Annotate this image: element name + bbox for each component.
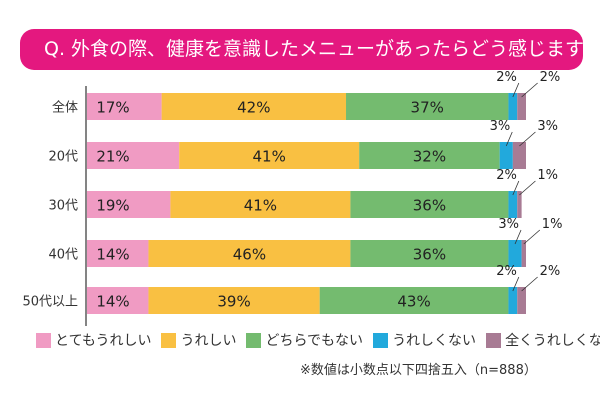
leader-line bbox=[512, 82, 520, 98]
bar-segment bbox=[87, 191, 171, 218]
data-label-small: 1% bbox=[542, 217, 563, 232]
data-label: 41% bbox=[253, 148, 286, 166]
legend-item: どちらでもない bbox=[246, 330, 363, 350]
data-label-small: 2% bbox=[496, 264, 517, 279]
data-label: 17% bbox=[96, 99, 129, 117]
bar-segment bbox=[148, 287, 320, 314]
data-label-small: 1% bbox=[537, 168, 558, 183]
leader-line bbox=[514, 229, 522, 245]
legend-swatch bbox=[486, 332, 502, 348]
bar-segment bbox=[508, 93, 518, 120]
category-label: 50代以上 bbox=[22, 295, 78, 310]
data-label: 36% bbox=[413, 197, 446, 215]
data-label: 36% bbox=[413, 246, 446, 264]
bar-segment bbox=[87, 287, 149, 314]
data-label-small: 2% bbox=[540, 70, 561, 85]
legend-swatch bbox=[161, 332, 177, 348]
bar-segment bbox=[508, 287, 518, 314]
legend-label: とてもうれしい bbox=[55, 333, 152, 349]
bar-segment bbox=[517, 287, 526, 314]
data-label: 46% bbox=[233, 246, 266, 264]
leader-line bbox=[505, 131, 513, 147]
bar-segment bbox=[346, 93, 509, 120]
data-label-small: 3% bbox=[498, 217, 519, 232]
legend-item: 全くうれしくない bbox=[486, 330, 600, 350]
bar-segment bbox=[179, 142, 360, 169]
data-label: 32% bbox=[413, 148, 446, 166]
legend-label: どちらでもない bbox=[265, 333, 364, 349]
data-label-small: 3% bbox=[537, 119, 558, 134]
leader-line bbox=[512, 276, 520, 292]
data-label: 14% bbox=[96, 246, 129, 264]
leader-line bbox=[521, 276, 538, 292]
bar-segment bbox=[87, 240, 149, 267]
category-label: 30代 bbox=[48, 199, 78, 214]
bar-segment bbox=[508, 240, 522, 267]
bar-segment bbox=[517, 93, 526, 120]
bar-segment bbox=[350, 240, 509, 267]
data-label: 41% bbox=[244, 197, 277, 215]
leader-line bbox=[521, 82, 538, 98]
bar-segment bbox=[359, 142, 500, 169]
data-label: 19% bbox=[96, 197, 129, 215]
data-label: 21% bbox=[96, 148, 129, 166]
footnote: ※数値は小数点以下四捨五入（n=888） bbox=[300, 363, 537, 378]
chart-title: Q. 外食の際、健康を意識したメニューがあったらどう感じますか？ bbox=[20, 29, 600, 70]
data-label: 43% bbox=[397, 293, 430, 311]
legend-item: うれしい bbox=[161, 330, 236, 350]
bar-segment bbox=[350, 191, 509, 218]
legend-label: うれしくない bbox=[392, 333, 477, 349]
bar-segment bbox=[319, 287, 509, 314]
bar-segment bbox=[508, 191, 518, 218]
bar-segment bbox=[87, 142, 180, 169]
leader-line bbox=[519, 131, 536, 147]
leader-line bbox=[512, 180, 520, 196]
legend-label: 全くうれしくない bbox=[505, 333, 600, 349]
bar-segment bbox=[517, 191, 522, 218]
bar-segment bbox=[148, 240, 351, 267]
legend-item: とてもうれしい bbox=[36, 330, 151, 350]
data-label-small: 2% bbox=[540, 264, 561, 279]
bar-segment bbox=[512, 142, 526, 169]
data-label-small: 2% bbox=[496, 168, 517, 183]
bar-segment bbox=[499, 142, 513, 169]
bar-segment bbox=[161, 93, 347, 120]
legend-item: うれしくない bbox=[373, 330, 476, 350]
legend-swatch bbox=[36, 332, 51, 348]
bar-segment bbox=[170, 191, 351, 218]
bar-segment bbox=[521, 240, 526, 267]
data-label: 39% bbox=[217, 293, 250, 311]
category-label: 20代 bbox=[48, 150, 78, 165]
leader-line bbox=[523, 229, 541, 245]
legend: とてもうれしい うれしい どちらでもない うれしくない 全くうれしくない bbox=[36, 330, 600, 350]
leader-line bbox=[519, 180, 536, 196]
bar-segment bbox=[87, 93, 162, 120]
category-label: 全体 bbox=[52, 100, 78, 116]
data-label: 37% bbox=[411, 99, 444, 117]
legend-label: うれしい bbox=[180, 333, 237, 349]
data-label: 14% bbox=[96, 293, 129, 311]
data-label-small: 3% bbox=[490, 119, 511, 134]
data-label-small: 2% bbox=[496, 70, 517, 85]
category-label: 40代 bbox=[48, 248, 78, 263]
legend-swatch bbox=[246, 332, 262, 348]
legend-swatch bbox=[373, 332, 389, 348]
data-label: 42% bbox=[237, 99, 270, 117]
